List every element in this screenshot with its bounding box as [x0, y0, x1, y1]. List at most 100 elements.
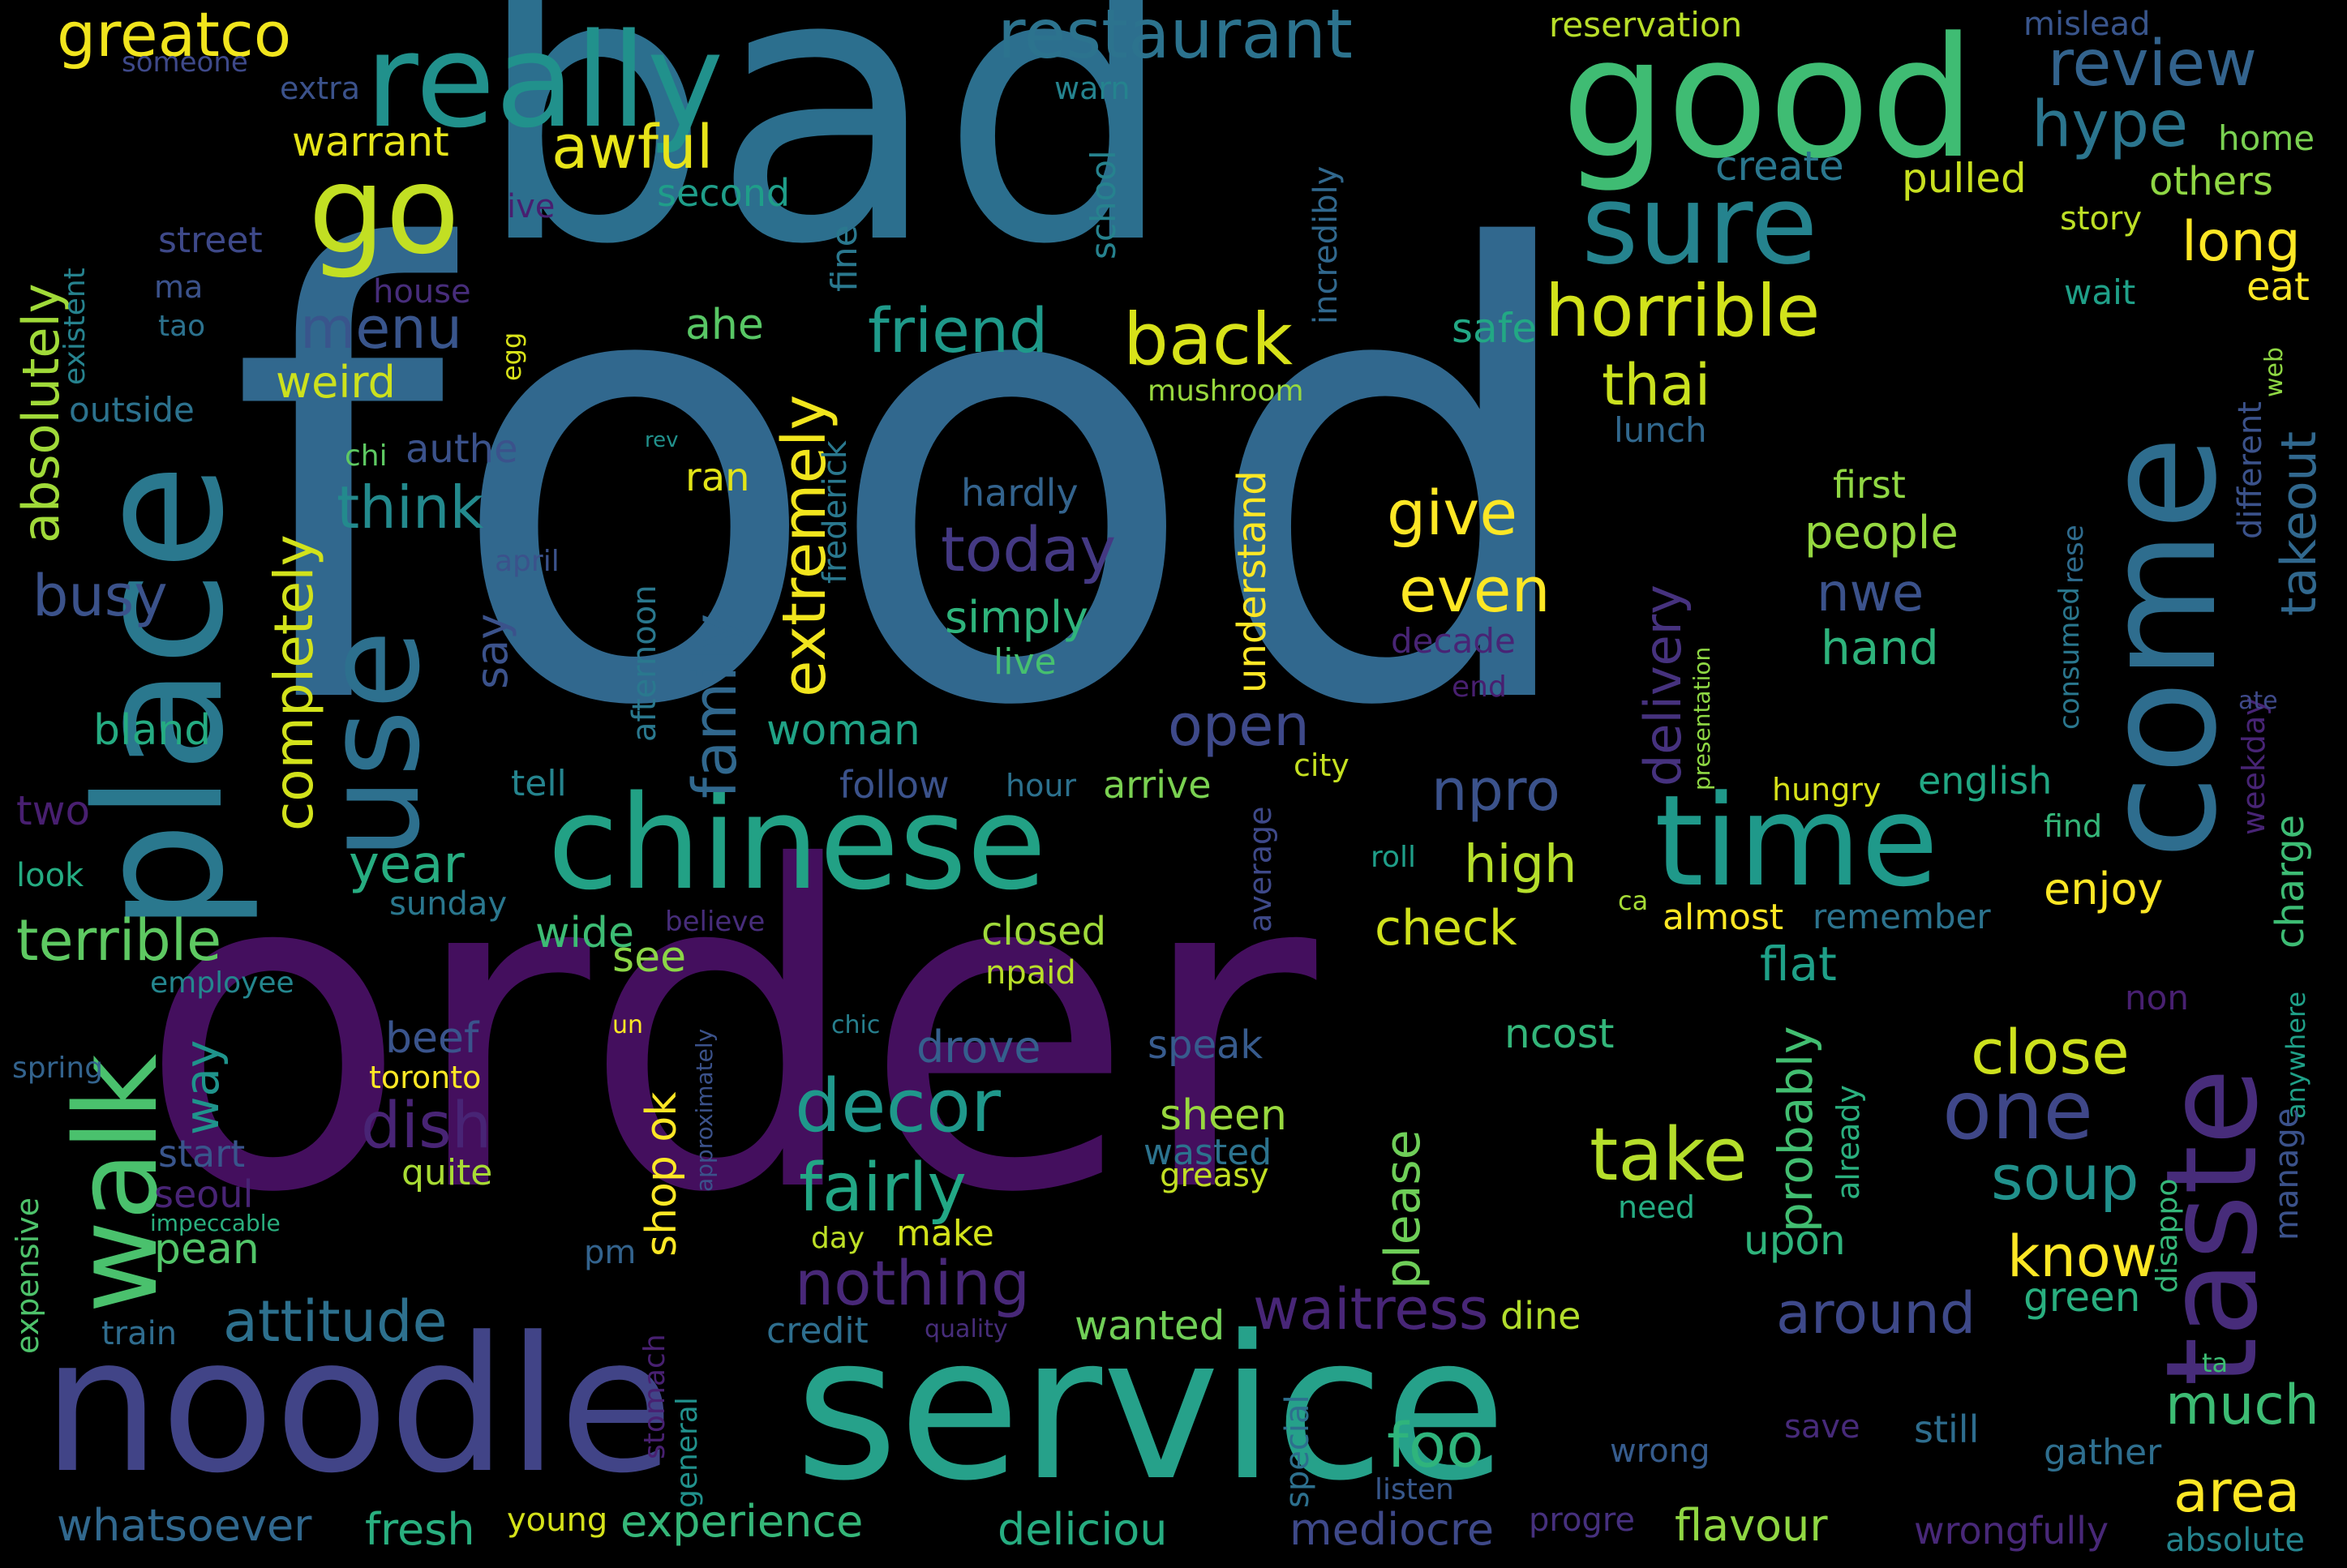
word-awful: awful [551, 113, 714, 182]
word-authe: authe [405, 426, 518, 472]
word-wasted: wasted [1143, 1132, 1272, 1173]
word-average: average [1242, 806, 1278, 932]
word-extra: extra [280, 71, 361, 106]
word-charge: charge [2268, 814, 2313, 949]
word-stomach: stomach [638, 1334, 671, 1459]
word-hour: hour [1006, 768, 1077, 803]
word-people: people [1804, 507, 1959, 559]
word-consumed: consumed [2053, 587, 2086, 730]
word-toronto: toronto [369, 1060, 482, 1095]
word-pulled: pulled [1902, 155, 2027, 202]
word-lunch: lunch [1614, 410, 1707, 450]
word-progre: progre [1529, 1502, 1635, 1539]
word-pean: pean [154, 1225, 260, 1274]
word-safe: safe [1452, 305, 1538, 352]
word-order: order [138, 774, 1317, 1289]
word-start: start [158, 1132, 246, 1176]
word-close: close [1971, 1016, 2130, 1088]
word-un: un [612, 1011, 644, 1039]
word-decade: decade [1391, 621, 1516, 661]
word-outside: outside [69, 390, 195, 430]
word-busy: busy [32, 563, 168, 629]
word-bland: bland [93, 706, 212, 755]
word-even: even [1399, 554, 1551, 626]
word-already: already [1830, 1085, 1866, 1200]
word-wait: wait [2064, 272, 2136, 312]
word-incredibly: incredibly [1307, 165, 1345, 324]
word-train: train [101, 1315, 178, 1352]
word-roll: roll [1371, 841, 1417, 874]
word-think: think [337, 473, 484, 542]
word-time: time [1654, 768, 1939, 915]
word-tao: tao [158, 310, 206, 343]
word-april: april [495, 545, 560, 578]
word-follow: follow [839, 763, 950, 807]
word-story: story [2060, 200, 2143, 238]
word-find: find [2044, 808, 2103, 844]
word-live: live [993, 641, 1057, 683]
word-deliciou: deliciou [998, 1504, 1168, 1555]
word-family: family [680, 613, 750, 799]
word-egg: egg [496, 332, 527, 381]
word-special: special [1279, 1394, 1316, 1508]
word-bad: bad [474, 0, 1177, 326]
word-dish: dish [361, 1090, 492, 1163]
word-say: say [466, 613, 517, 689]
word-second: second [657, 171, 791, 215]
word-school: school [1083, 150, 1123, 259]
word-really: really [365, 5, 724, 156]
word-weekday: weekday [2236, 697, 2272, 835]
word-warn: warn [1054, 71, 1131, 106]
word-restaurant: restaurant [998, 0, 1353, 74]
word-nwe: nwe [1817, 563, 1924, 623]
word-takeout: takeout [2271, 431, 2328, 616]
word-green: green [2023, 1274, 2141, 1321]
word-approximately: approximately [691, 1028, 718, 1192]
word-hype: hype [2032, 88, 2189, 161]
word-manage: manage [2268, 1107, 2306, 1240]
word-see: see [612, 933, 687, 982]
word-check: check [1375, 900, 1517, 957]
word-non: non [2125, 978, 2189, 1017]
word-still: still [1914, 1407, 1980, 1451]
word-mediocre: mediocre [1289, 1504, 1495, 1555]
word-web: web [2260, 346, 2289, 397]
word-remember: remember [1813, 897, 1991, 936]
word-quite: quite [401, 1152, 493, 1193]
word-way: way [174, 1039, 230, 1135]
word-tell: tell [511, 763, 567, 804]
word-mislead: mislead [2023, 6, 2151, 43]
word-friend: friend [868, 294, 1049, 366]
word-whatsoever: whatsoever [57, 1500, 312, 1551]
word-food: food [229, 124, 1591, 841]
word-rev: rev [645, 428, 679, 452]
word-beef: beef [385, 1014, 479, 1063]
word-horrible: horrible [1545, 269, 1821, 353]
word-open: open [1168, 692, 1310, 759]
word-sheen: sheen [1160, 1091, 1287, 1140]
word-terrible: terrible [16, 907, 222, 974]
word-around: around [1776, 1280, 1976, 1347]
word-probably: probably [1768, 1026, 1823, 1233]
word-young: young [507, 1502, 608, 1539]
word-know: know [2007, 1223, 2157, 1290]
word-greatco: greatco [57, 0, 292, 71]
word-ta: ta [2202, 1347, 2229, 1378]
word-gather: gather [2044, 1432, 2162, 1473]
word-year: year [349, 835, 465, 895]
word-mushroom: mushroom [1148, 375, 1304, 408]
word-first: first [1833, 463, 1906, 507]
word-wrongfully: wrongfully [1914, 1509, 2109, 1553]
word-ncost: ncost [1504, 1010, 1615, 1057]
word-city: city [1294, 748, 1349, 783]
word-two: two [16, 787, 91, 834]
word-look: look [16, 857, 84, 894]
word-ate: ate [2238, 687, 2278, 715]
word-credit: credit [766, 1310, 869, 1352]
word-decor: decor [795, 1064, 1002, 1149]
word-use: use [297, 629, 448, 859]
word-frederick: frederick [817, 440, 854, 584]
word-dine: dine [1500, 1294, 1581, 1338]
word-service: service [795, 1293, 1507, 1524]
word-employee: employee [150, 966, 294, 1000]
